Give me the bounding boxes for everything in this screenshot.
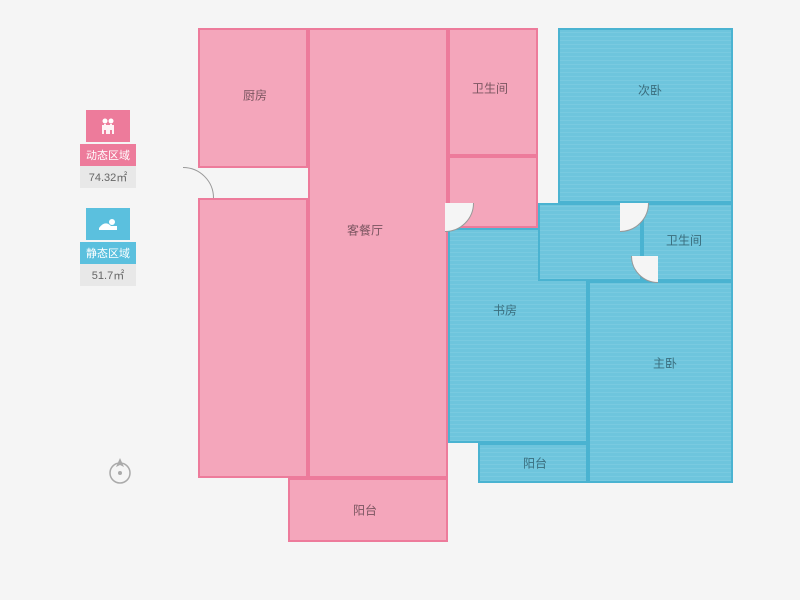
room-label-study: 书房: [493, 302, 517, 319]
legend-static-label: 静态区域: [80, 242, 136, 264]
room-balcony2: 阳台: [478, 443, 588, 483]
compass-icon: [105, 455, 135, 485]
room-label-bathroom2: 卫生间: [666, 232, 702, 249]
static-zone-icon: [86, 208, 130, 240]
legend-dynamic-label: 动态区域: [80, 144, 136, 166]
room-living-dining: 客餐厅: [308, 28, 448, 478]
dynamic-zone-icon: [86, 110, 130, 142]
room-label-bedroom1: 主卧: [653, 355, 677, 372]
room-label-bathroom1: 卫生间: [472, 80, 508, 97]
room-label-kitchen: 厨房: [243, 87, 267, 104]
room-label-living-dining: 客餐厅: [347, 222, 383, 239]
room-bedroom1: 主卧: [588, 281, 733, 483]
room-label-balcony1: 阳台: [353, 502, 377, 519]
room-bathroom1: 卫生间: [448, 28, 538, 156]
floorplan: 厨房客餐厅卫生间次卧卫生间书房主卧阳台阳台: [180, 28, 750, 558]
room-balcony1: 阳台: [288, 478, 448, 542]
room-label-bedroom2: 次卧: [638, 82, 662, 99]
legend-static-value: 51.7㎡: [80, 264, 136, 286]
room-bedroom2: 次卧: [558, 28, 733, 203]
legend-dynamic-value: 74.32㎡: [80, 166, 136, 188]
room-living-left-ext: [198, 198, 308, 478]
legend-panel: 动态区域 74.32㎡ 静态区域 51.7㎡: [78, 110, 138, 306]
legend-static: 静态区域 51.7㎡: [78, 208, 138, 286]
room-kitchen: 厨房: [198, 28, 308, 168]
room-label-balcony2: 阳台: [523, 455, 547, 472]
legend-dynamic: 动态区域 74.32㎡: [78, 110, 138, 188]
